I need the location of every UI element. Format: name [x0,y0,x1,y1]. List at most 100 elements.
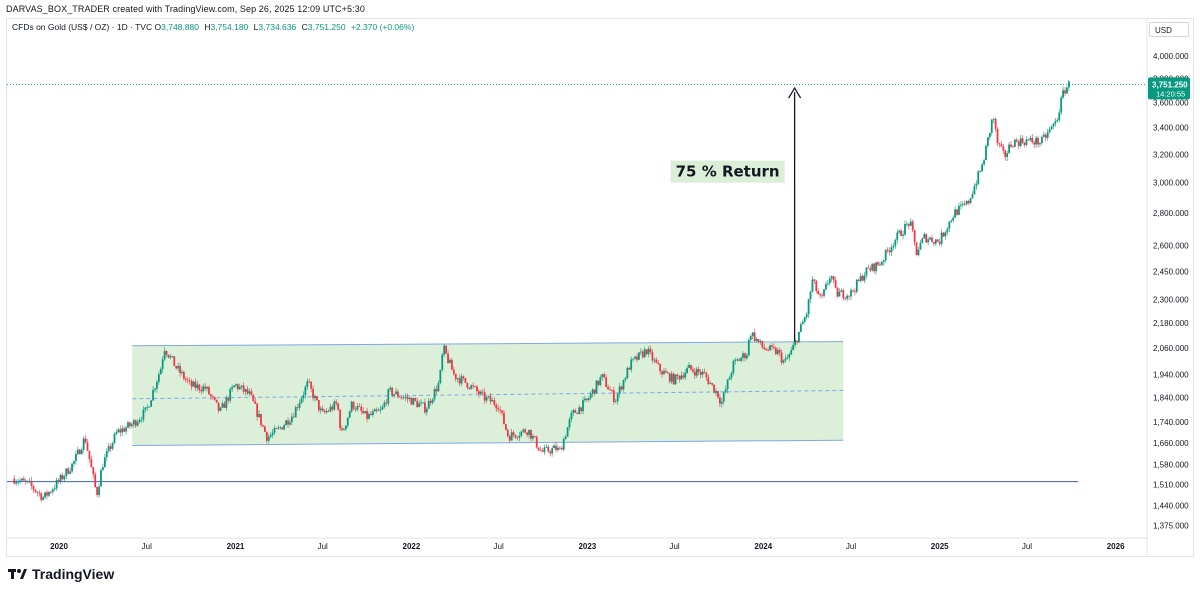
candle-body [653,359,656,361]
currency-selector[interactable]: USD [1149,22,1189,37]
candle-body [398,396,401,398]
candle-body [306,381,309,387]
candle [1054,118,1057,127]
candle-body [805,314,808,318]
candle [894,238,897,249]
candle-body [535,436,538,448]
darvas-box [132,341,844,447]
candle-body [990,119,993,133]
candle-body [508,436,511,441]
candle [740,356,743,363]
candle-body [645,349,648,355]
candle-body [121,428,124,433]
candle [227,396,230,404]
candle [418,400,421,408]
candle-body [94,474,97,488]
price-tick-label: 2,060.000 [1153,344,1189,353]
candle-body [601,374,604,378]
candle [294,405,297,418]
price-axis[interactable]: 4,000.0003,800.0003,600.0003,400.0003,20… [1146,18,1189,557]
candle [720,397,723,408]
candle [138,417,141,424]
time-axis[interactable]: 2020 Jul 2021 Jul 2022 Jul 2023 Jul 2024 Jul 2025 J… [6,537,1147,551]
candle [707,374,710,386]
candle-body [792,344,795,351]
candle-body [1017,141,1020,146]
candle-body [736,359,739,361]
candle-body [493,400,496,405]
candle-body [674,374,677,385]
candle-body [663,370,665,375]
candle [614,398,617,404]
candle [915,242,918,256]
candle-body [92,467,95,475]
candle [896,229,899,244]
candle-body [450,359,453,370]
candle [1064,87,1066,97]
candle [364,410,367,414]
candle-body [209,394,212,397]
candle-body [1044,134,1047,138]
candle [960,200,962,210]
candle [732,359,735,376]
candle-body [522,429,525,432]
candle [441,352,444,372]
candle [665,367,667,373]
candle-body [1046,132,1049,138]
candle-body [530,429,532,439]
candle [497,404,500,413]
candle [186,377,189,384]
candle-body [190,380,193,387]
candle [115,429,118,436]
candle [229,386,232,404]
candle-body [107,446,110,452]
candle-body [888,250,891,253]
candle-body [290,416,293,423]
candle-body [157,374,160,382]
price-tick-label: 3,400.000 [1153,124,1189,133]
symbol-legend: CFDs on Gold (US$ / OZ) · 1D · TVC O3,74… [12,22,417,32]
candle-body [127,422,129,428]
candle-body [528,429,530,435]
candle [834,276,837,289]
candle-body [855,279,858,292]
candle [198,383,201,394]
candle [1060,95,1063,116]
candle-body [483,392,486,401]
candle-body [389,387,392,390]
candle [1042,131,1045,138]
candle [595,379,598,394]
candle [967,199,970,206]
candle [167,354,170,359]
candle-body [36,491,39,493]
candle-body [385,402,388,404]
candle [611,389,613,393]
candle [765,348,768,351]
candle [410,396,413,405]
candle-body [470,385,473,389]
candle-body [186,379,189,381]
symbol-name[interactable]: CFDs on Gold (US$ / OZ) · 1D · TVC [12,22,153,32]
candle [570,410,573,423]
candle [24,478,27,486]
candle [875,261,877,275]
candle [904,220,906,236]
candle-body [880,262,883,266]
candle-body [40,493,43,500]
candle-body [771,345,773,347]
candle [998,142,1001,148]
candle-body [913,230,916,243]
candle-body [281,427,284,430]
candle [200,386,203,395]
candle-body [410,397,413,405]
candle-body [977,171,980,185]
candle [503,410,505,425]
candle [202,383,205,394]
candle-body [1033,142,1036,145]
candle [51,487,54,495]
candle [348,409,351,419]
candle-body [163,351,166,360]
candle-body [123,428,126,432]
candle-body [906,223,908,225]
